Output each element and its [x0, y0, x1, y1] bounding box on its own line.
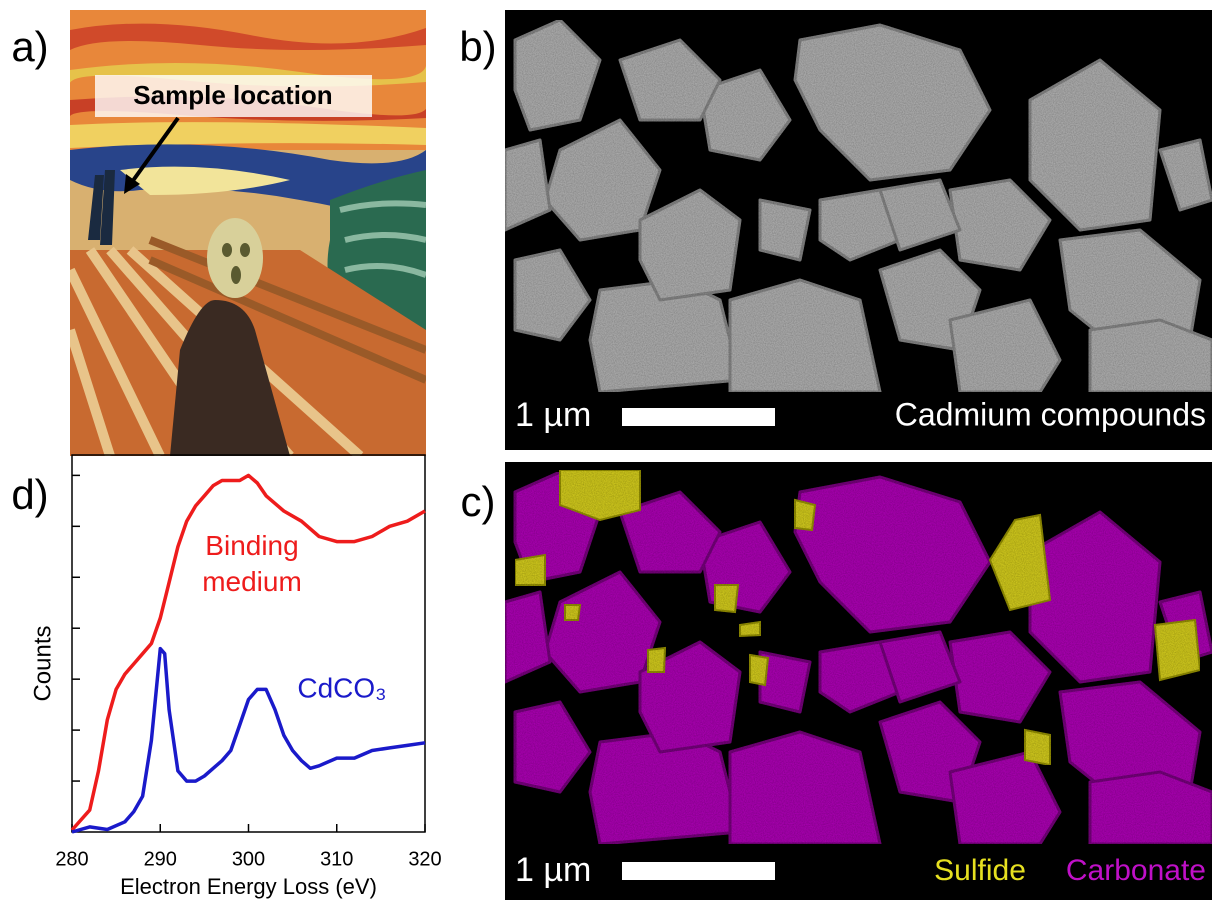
particle — [1025, 730, 1050, 765]
x-tick-label: 300 — [232, 848, 265, 870]
x-tick-label: 290 — [144, 848, 177, 870]
scale-bar — [622, 862, 775, 880]
particle — [648, 648, 665, 672]
plot-frame — [72, 455, 425, 832]
particle — [1155, 620, 1200, 680]
x-tick-label: 320 — [408, 848, 441, 870]
panel-label: a) — [11, 23, 48, 70]
micrograph-c — [505, 462, 1212, 900]
x-axis-label: Electron Energy Loss (eV) — [120, 874, 377, 899]
micrograph-b — [505, 10, 1212, 450]
caption: Cadmium compounds — [895, 396, 1206, 432]
legend: Carbonate Sulfide — [934, 854, 1206, 887]
annotation: Sample location — [133, 80, 332, 110]
series-label: CdCO₃ — [297, 672, 386, 703]
series-line — [72, 475, 425, 830]
legend-label: Sulfide — [934, 854, 1026, 887]
x-tick-label: 310 — [320, 848, 353, 870]
scale-bar — [622, 408, 775, 426]
figure: Sample location a) b) 1 µm Cadmium compo… — [0, 0, 1212, 900]
page: Sample location a) b) 1 µm Cadmium compo… — [0, 0, 1212, 900]
particle — [515, 555, 545, 585]
particle — [760, 200, 810, 260]
particle — [715, 585, 738, 612]
x-tick-label: 280 — [55, 848, 88, 870]
panel-label: b) — [459, 23, 496, 70]
chart: 280 290 300 310 320 Electron Energy Loss (eV)… — [29, 455, 441, 899]
particle — [750, 655, 768, 685]
particle — [565, 605, 580, 620]
particle — [795, 500, 815, 530]
scale-bar-label: 1 µm — [515, 396, 591, 434]
legend-label: Carbonate — [1066, 854, 1206, 887]
particle — [740, 622, 760, 636]
painting — [69, 10, 427, 456]
panel-label: d) — [11, 471, 48, 518]
y-axis-label: Counts — [29, 625, 56, 701]
panel-label: c) — [461, 478, 496, 525]
scale-bar-label: 1 µm — [515, 851, 591, 889]
